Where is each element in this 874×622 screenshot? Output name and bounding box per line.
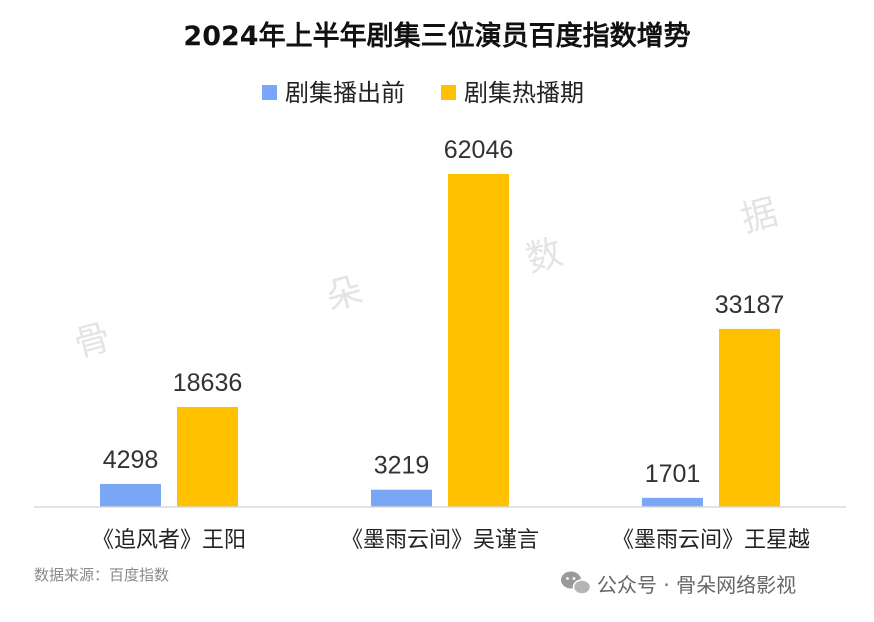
data-label: 62046 [444, 136, 514, 164]
category-label: 《墨雨云间》王星越 [612, 528, 810, 553]
category-label: 《追风者》王阳 [92, 528, 246, 553]
legend-label: 剧集热播期 [464, 79, 584, 107]
bar-before [100, 483, 161, 507]
category-labels: 《追风者》王阳 《墨雨云间》吴谨言 《墨雨云间》王星越 [92, 528, 810, 553]
chart-title: 2024年上半年剧集三位演员百度指数增势 [183, 20, 690, 52]
legend-label: 剧集播出前 [285, 79, 405, 107]
bar-during [719, 328, 780, 507]
bar-during [448, 174, 509, 507]
legend-swatch [262, 85, 277, 100]
source-note: 数据来源：百度指数 [34, 566, 169, 584]
data-label: 18636 [173, 369, 243, 397]
watermark-char: 据 [737, 192, 782, 241]
legend-swatch [441, 85, 456, 100]
watermark-char: 朵 [322, 270, 367, 319]
bar-before [642, 497, 703, 507]
legend: 剧集播出前 剧集热播期 [262, 79, 584, 107]
watermark-char: 数 [522, 232, 567, 281]
watermark: 骨 朵 数 据 [70, 192, 782, 366]
data-label: 33187 [715, 291, 785, 319]
data-label: 4298 [103, 446, 159, 474]
data-labels: 4298 18636 3219 62046 1701 33187 [103, 136, 785, 488]
wechat-icon [561, 571, 592, 595]
footer: 公众号 · 骨朵网络影视 [561, 571, 796, 597]
data-label: 1701 [645, 460, 701, 488]
bar-before [371, 489, 432, 507]
bars [100, 174, 780, 507]
watermark-char: 骨 [70, 317, 115, 366]
data-label: 3219 [374, 452, 430, 480]
bar-during [177, 406, 238, 507]
category-label: 《墨雨云间》吴谨言 [341, 528, 539, 553]
footer-text: 公众号 · 骨朵网络影视 [597, 573, 796, 597]
